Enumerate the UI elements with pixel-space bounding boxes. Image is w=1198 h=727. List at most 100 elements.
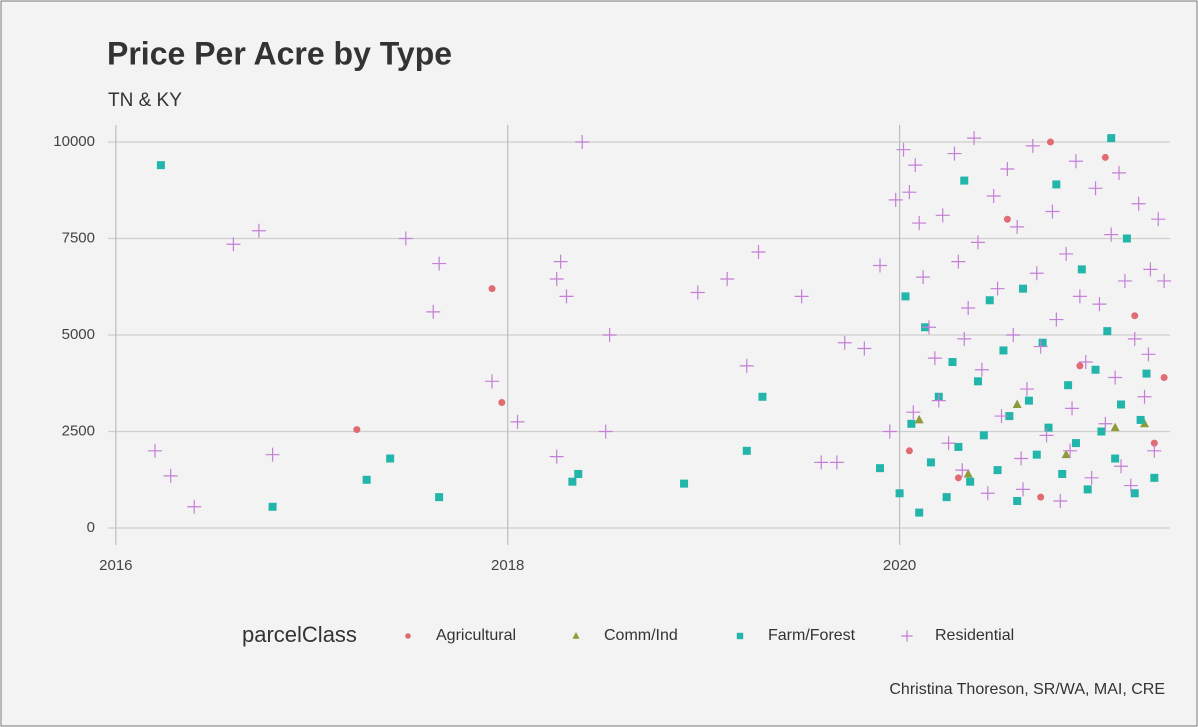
legend-label: Farm/Forest	[768, 627, 856, 644]
point	[986, 189, 1001, 204]
point	[942, 493, 951, 502]
point	[1091, 365, 1100, 374]
point	[1103, 327, 1112, 336]
point	[1097, 427, 1106, 436]
legend-title: parcelClass	[242, 622, 357, 647]
chart-subtitle: TN & KY	[108, 90, 182, 111]
point	[1016, 482, 1031, 497]
point	[926, 458, 935, 467]
point	[739, 358, 754, 373]
y-tick-label: 0	[87, 519, 95, 536]
point	[1049, 312, 1064, 327]
point	[156, 161, 165, 170]
legend-label: Residential	[935, 627, 1014, 644]
point	[1083, 485, 1092, 494]
point	[1019, 382, 1034, 397]
point	[999, 346, 1008, 355]
point	[994, 409, 1009, 424]
point	[1143, 262, 1158, 277]
point	[553, 254, 568, 269]
point	[1072, 289, 1087, 304]
point	[979, 431, 988, 440]
point	[957, 331, 972, 346]
point	[559, 289, 574, 304]
point	[1033, 339, 1048, 354]
point	[163, 468, 178, 483]
point	[1084, 470, 1099, 485]
point	[1038, 338, 1047, 347]
point	[935, 208, 950, 223]
point	[973, 377, 982, 386]
point	[1131, 312, 1139, 320]
point	[1045, 204, 1060, 219]
legend-label: Comm/Ind	[604, 627, 678, 644]
point	[993, 466, 1002, 475]
x-tick-label: 2020	[883, 557, 916, 574]
point	[980, 486, 995, 501]
point	[1005, 412, 1014, 421]
caption: Christina Thoreson, SR/WA, MAI, CRE	[889, 681, 1165, 698]
point	[912, 216, 927, 231]
point	[1076, 362, 1084, 370]
point	[1147, 443, 1162, 458]
point	[1092, 297, 1107, 312]
point	[916, 270, 931, 285]
point	[1078, 355, 1093, 370]
point	[1063, 443, 1078, 458]
point	[1110, 422, 1120, 432]
point	[794, 289, 809, 304]
point	[967, 131, 982, 146]
point	[1150, 439, 1158, 447]
x-tick-label: 2018	[491, 557, 524, 574]
point	[1065, 401, 1080, 416]
point	[602, 328, 617, 342]
point	[1058, 469, 1067, 478]
point	[1077, 265, 1086, 274]
point	[955, 463, 970, 478]
point	[432, 256, 447, 271]
point	[353, 426, 361, 434]
point	[1136, 415, 1145, 424]
point	[1000, 162, 1015, 177]
point	[148, 443, 163, 458]
point	[931, 393, 946, 408]
point	[907, 419, 916, 428]
point	[1122, 234, 1131, 243]
point	[948, 358, 957, 367]
point	[265, 447, 280, 462]
point	[954, 474, 962, 482]
legend-label: Agricultural	[436, 627, 516, 644]
point	[1061, 449, 1071, 459]
point	[1046, 138, 1054, 146]
point	[1127, 331, 1142, 346]
point	[915, 508, 924, 517]
point	[914, 414, 924, 424]
point	[1151, 212, 1166, 227]
point	[690, 285, 705, 300]
point	[876, 464, 885, 473]
y-tick-label: 10000	[53, 133, 95, 150]
point	[974, 362, 989, 377]
point	[961, 300, 976, 315]
point	[963, 468, 973, 478]
point	[908, 158, 923, 173]
point	[485, 374, 500, 389]
point	[751, 245, 766, 260]
point	[902, 185, 917, 200]
point	[1039, 428, 1054, 443]
point	[1010, 219, 1025, 234]
point	[1150, 473, 1159, 482]
point	[882, 424, 897, 439]
point	[1117, 273, 1132, 288]
point	[905, 447, 913, 455]
x-tick-label: 2016	[99, 557, 132, 574]
point	[758, 392, 767, 401]
point	[1025, 138, 1040, 153]
point	[598, 424, 613, 439]
point	[1088, 181, 1103, 196]
point	[488, 285, 496, 293]
point	[990, 281, 1005, 296]
point	[1014, 451, 1029, 466]
